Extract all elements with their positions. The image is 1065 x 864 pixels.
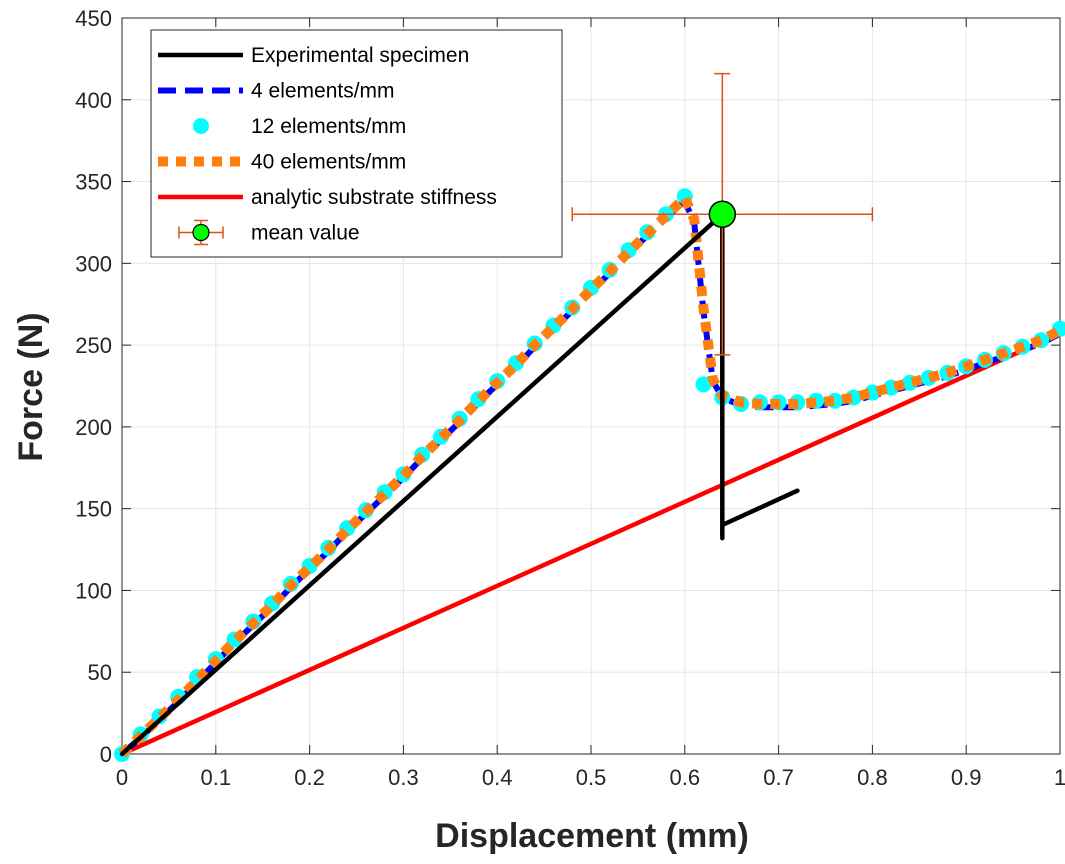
legend-item: Experimental specimen <box>158 44 469 67</box>
x-tick-label: 0.6 <box>670 765 701 790</box>
x-tick-label: 1 <box>1054 765 1065 790</box>
axes: 0 0.1 0.2 0.3 0.4 0.5 0.6 0.7 0.8 0.9 1 0 50 100 150 20… <box>75 6 1065 790</box>
series-analytic-substrate-stiffness <box>119 331 1063 757</box>
legend-box <box>150 29 563 258</box>
legend-item: 4 elements/mm <box>158 80 395 103</box>
x-tick-label: 0 <box>116 765 128 790</box>
series-line <box>119 331 1063 757</box>
y-axis-label: Force (N) <box>12 312 50 461</box>
x-tick-label: 0.4 <box>482 765 513 790</box>
y-tick-label: 450 <box>75 6 112 31</box>
series-layer <box>114 188 1065 762</box>
legend-marker <box>192 223 210 242</box>
legend-label: Experimental specimen <box>251 44 469 67</box>
y-tick-label: 250 <box>75 333 112 358</box>
legend-item: mean value <box>178 219 360 246</box>
y-tick-label: 200 <box>75 415 112 440</box>
x-tick-label: 0.5 <box>576 765 607 790</box>
legend-item: 40 elements/mm <box>158 151 406 174</box>
legend-item: 12 elements/mm <box>193 115 406 138</box>
series-40-elements-mm <box>118 189 1063 758</box>
legend-label: mean value <box>251 222 360 245</box>
legend-label: analytic substrate stiffness <box>251 186 497 209</box>
y-tick-label: 350 <box>75 170 112 195</box>
y-tick-label: 50 <box>88 660 112 685</box>
legend-label: 40 elements/mm <box>251 151 406 174</box>
y-tick-label: 0 <box>100 742 112 767</box>
x-tick-label: 0.8 <box>857 765 888 790</box>
mean-value-point <box>708 200 737 229</box>
y-tick-label: 400 <box>75 88 112 113</box>
legend-label: 4 elements/mm <box>251 80 395 103</box>
x-tick-label: 0.3 <box>388 765 419 790</box>
x-tick-label: 0.9 <box>951 765 982 790</box>
mean-value-marker <box>571 72 874 356</box>
x-tick-label: 0.1 <box>201 765 232 790</box>
legend-swatch <box>193 118 209 134</box>
x-tick-label: 0.7 <box>763 765 794 790</box>
legend-label: 12 elements/mm <box>251 115 406 138</box>
series-line <box>118 189 1063 758</box>
legend: Experimental specimen 4 elements/mm 12 ele… <box>150 29 563 258</box>
x-axis-label: Displacement (mm) <box>435 817 749 855</box>
y-tick-label: 150 <box>75 497 112 522</box>
series-line <box>119 212 800 757</box>
y-tick-label: 100 <box>75 578 112 603</box>
series-experimental-specimen <box>119 212 800 757</box>
data-point <box>695 376 712 393</box>
y-tick-label: 300 <box>75 251 112 276</box>
x-tick-label: 0.2 <box>294 765 325 790</box>
legend-item: analytic substrate stiffness <box>158 186 497 209</box>
